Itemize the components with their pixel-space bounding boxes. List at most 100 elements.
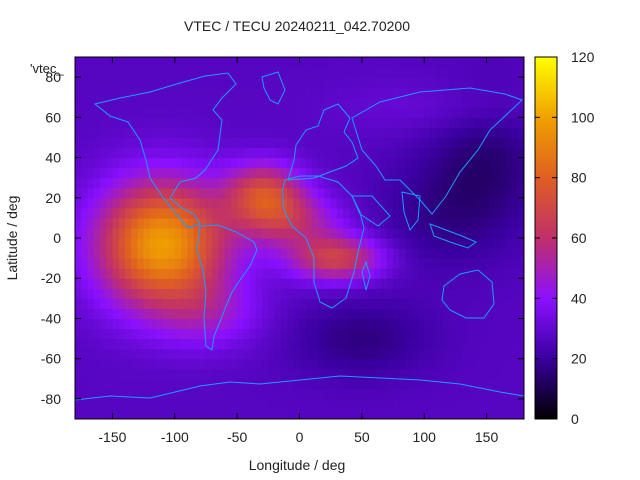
heatmap-cell	[118, 318, 126, 330]
heatmap-cell	[299, 107, 307, 118]
heatmap-cell	[230, 87, 238, 98]
heatmap-cell	[212, 87, 220, 98]
heatmap-cell	[474, 298, 481, 309]
heatmap-cell	[218, 288, 226, 299]
heatmap-cell	[499, 378, 506, 390]
heatmap-cell	[467, 107, 475, 118]
heatmap-cell	[218, 187, 226, 199]
heatmap-cell	[361, 197, 369, 209]
heatmap-cell	[112, 268, 120, 279]
heatmap-cell	[417, 127, 425, 139]
heatmap-cell	[411, 348, 419, 360]
heatmap-cell	[87, 147, 95, 159]
heatmap-cell	[380, 107, 388, 118]
heatmap-cell	[393, 368, 400, 380]
heatmap-cell	[280, 248, 288, 259]
heatmap-cell	[230, 298, 238, 309]
heatmap-cell	[442, 308, 450, 320]
heatmap-cell	[149, 77, 157, 88]
heatmap-cell	[474, 368, 481, 380]
heatmap-cell	[517, 278, 524, 289]
heatmap-cell	[311, 288, 319, 299]
heatmap-cell	[455, 157, 463, 169]
heatmap-cell	[499, 288, 506, 299]
heatmap-cell	[336, 288, 344, 299]
heatmap-cell	[174, 137, 182, 149]
heatmap-cell	[293, 288, 301, 299]
heatmap-cell	[156, 348, 163, 360]
heatmap-cell	[380, 177, 388, 189]
heatmap-cell	[106, 127, 114, 139]
heatmap-cell	[162, 378, 170, 390]
heatmap-cell	[374, 147, 382, 159]
heatmap-cell	[143, 348, 151, 360]
heatmap-cell	[149, 398, 157, 410]
heatmap-cell	[205, 258, 213, 269]
heatmap-cell	[511, 57, 519, 68]
heatmap-cell	[467, 227, 475, 239]
heatmap-cell	[81, 408, 89, 419]
heatmap-cell	[467, 248, 475, 259]
heatmap-cell	[243, 187, 251, 199]
heatmap-cell	[106, 197, 114, 209]
heatmap-cell	[424, 348, 432, 360]
heatmap-cell	[137, 67, 145, 78]
heatmap-cell	[156, 368, 163, 380]
heatmap-cell	[374, 368, 382, 380]
heatmap-cell	[386, 187, 394, 199]
heatmap-cell	[318, 298, 326, 309]
heatmap-cell	[174, 248, 182, 259]
heatmap-cell	[455, 87, 463, 98]
heatmap-cell	[330, 378, 338, 390]
heatmap-cell	[336, 318, 344, 330]
heatmap-cell	[336, 328, 344, 340]
heatmap-cell	[499, 217, 506, 229]
heatmap-cell	[212, 368, 220, 380]
heatmap-cell	[124, 67, 132, 78]
heatmap-cell	[417, 248, 425, 259]
heatmap-cell	[187, 308, 195, 320]
heatmap-cell	[131, 97, 138, 108]
heatmap-cell	[517, 298, 524, 309]
heatmap-cell	[411, 227, 419, 239]
heatmap-cell	[280, 127, 288, 139]
heatmap-cell	[424, 147, 432, 159]
heatmap-cell	[318, 197, 326, 209]
heatmap-cell	[143, 197, 151, 209]
heatmap-cell	[212, 248, 220, 259]
heatmap-cell	[467, 308, 475, 320]
heatmap-cell	[380, 67, 388, 78]
heatmap-cell	[280, 328, 288, 340]
heatmap-cell	[343, 298, 350, 309]
heatmap-cell	[467, 207, 475, 219]
heatmap-cell	[361, 388, 369, 400]
heatmap-cell	[424, 87, 432, 98]
heatmap-cell	[455, 217, 463, 229]
heatmap-cell	[424, 187, 432, 199]
heatmap-cell	[355, 147, 363, 159]
heatmap-cell	[442, 217, 450, 229]
heatmap-cell	[262, 298, 269, 309]
heatmap-cell	[181, 207, 188, 219]
heatmap-cell	[393, 107, 400, 118]
heatmap-cell	[93, 187, 101, 199]
heatmap-cell	[174, 57, 182, 68]
heatmap-cell	[386, 398, 394, 410]
heatmap-cell	[237, 197, 244, 209]
heatmap-cell	[293, 177, 301, 189]
heatmap-cell	[374, 248, 382, 259]
heatmap-cell	[255, 238, 263, 249]
heatmap-cell	[393, 97, 400, 108]
heatmap-cell	[442, 408, 450, 419]
heatmap-cell	[318, 147, 326, 159]
heatmap-cell	[492, 308, 500, 320]
heatmap-cell	[112, 408, 120, 419]
heatmap-cell	[249, 197, 257, 209]
heatmap-cell	[486, 258, 494, 269]
heatmap-cell	[293, 298, 301, 309]
heatmap-cell	[87, 398, 95, 410]
heatmap-cell	[324, 388, 332, 400]
heatmap-cell	[486, 348, 494, 360]
heatmap-cell	[156, 398, 163, 410]
heatmap-cell	[311, 358, 319, 370]
